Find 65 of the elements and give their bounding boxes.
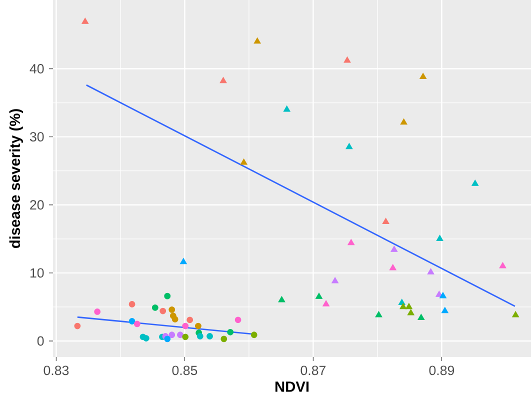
point xyxy=(182,322,189,330)
point xyxy=(94,308,101,315)
point xyxy=(142,335,150,342)
point xyxy=(164,292,171,300)
point xyxy=(206,333,213,340)
x-tick-label: 0.89 xyxy=(429,366,454,376)
point xyxy=(194,322,202,330)
point xyxy=(375,311,382,318)
point xyxy=(278,296,286,302)
point xyxy=(134,320,140,328)
point xyxy=(315,292,322,299)
point xyxy=(436,234,444,242)
point xyxy=(441,307,448,314)
point xyxy=(400,302,407,310)
point xyxy=(227,328,234,336)
y-axis-title: disease severity (%) xyxy=(9,109,23,248)
point xyxy=(420,72,427,80)
point xyxy=(344,56,351,63)
point xyxy=(512,311,520,318)
x-tick-label: 0.83 xyxy=(44,366,69,376)
point xyxy=(172,316,178,322)
point xyxy=(82,18,89,24)
point xyxy=(177,332,184,338)
point xyxy=(427,268,434,274)
point xyxy=(168,332,176,338)
point xyxy=(180,258,187,264)
point xyxy=(332,277,339,284)
point xyxy=(348,238,355,246)
point xyxy=(182,334,189,340)
point xyxy=(439,292,446,298)
point xyxy=(382,218,390,224)
point xyxy=(254,38,261,44)
point xyxy=(164,336,171,342)
point xyxy=(160,308,166,314)
point xyxy=(346,143,353,150)
point xyxy=(234,316,242,324)
x-tick-label: 0.87 xyxy=(300,366,326,376)
point xyxy=(390,246,398,252)
y-tick-label: 40 xyxy=(30,64,44,74)
point xyxy=(407,309,414,316)
point xyxy=(220,76,227,84)
y-tick-label: 0 xyxy=(37,336,44,346)
point xyxy=(250,332,258,338)
y-tick-label: 20 xyxy=(30,200,44,210)
x-axis-title: NDVI xyxy=(275,382,309,392)
y-tick-label: 30 xyxy=(30,132,44,142)
point xyxy=(322,300,330,306)
x-tick-label: 0.85 xyxy=(172,366,198,376)
point xyxy=(196,333,204,340)
point xyxy=(400,118,408,125)
point xyxy=(405,302,412,310)
point xyxy=(240,158,248,165)
point xyxy=(74,322,81,330)
point xyxy=(499,262,506,268)
point xyxy=(389,264,396,270)
point xyxy=(283,106,290,112)
point xyxy=(418,314,425,320)
point xyxy=(186,316,194,324)
point xyxy=(220,336,228,342)
point xyxy=(472,180,479,186)
point xyxy=(128,318,136,324)
point xyxy=(128,301,136,308)
point xyxy=(152,304,158,311)
y-tick-label: 10 xyxy=(30,268,44,278)
point xyxy=(168,306,176,313)
